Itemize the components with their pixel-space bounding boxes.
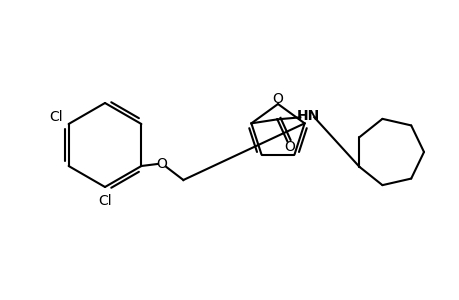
Text: O: O xyxy=(272,92,283,106)
Text: O: O xyxy=(283,140,294,154)
Text: HN: HN xyxy=(296,109,319,123)
Text: Cl: Cl xyxy=(98,194,112,208)
Text: O: O xyxy=(156,157,167,171)
Text: Cl: Cl xyxy=(50,110,63,124)
